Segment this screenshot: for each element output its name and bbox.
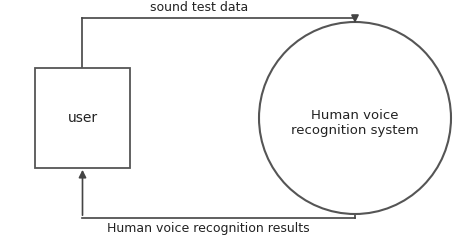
Text: Human voice recognition results: Human voice recognition results [108,222,310,235]
Text: sound test data: sound test data [150,1,248,14]
Bar [35,68,130,168]
Text: user: user [67,111,98,125]
Text: Human voice
recognition system: Human voice recognition system [291,109,419,137]
Circle shape [259,22,451,214]
